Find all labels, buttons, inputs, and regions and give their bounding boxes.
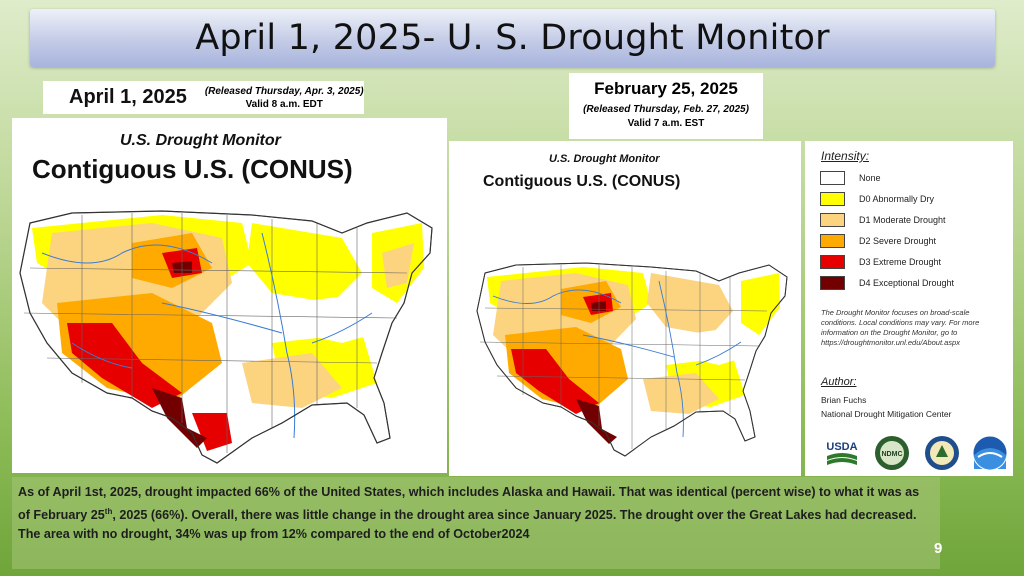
author-org: National Drought Mitigation Center [821, 409, 952, 419]
april-drought-map: U.S. Drought Monitor Contiguous U.S. (CO… [12, 118, 447, 473]
author-name: Brian Fuchs [821, 395, 867, 405]
legend-swatch-d2 [820, 234, 845, 248]
left-monitor-label: U.S. Drought Monitor [120, 132, 281, 149]
legend-label: D2 Severe Drought [859, 236, 937, 246]
left-released: (Released Thursday, Apr. 3, 2025) [204, 85, 364, 97]
legend-heading: Intensity: [821, 149, 870, 163]
left-region-label: Contiguous U.S. (CONUS) [32, 154, 353, 184]
legend-panel: Intensity: None D0 Abnormally Dry D1 Mod… [805, 141, 1013, 476]
left-date-header: April 1, 2025 (Released Thursday, Apr. 3… [43, 81, 364, 114]
caption-superscript: th [104, 507, 113, 516]
legend-item-d1: D1 Moderate Drought [820, 212, 946, 228]
slide-title-bar: April 1, 2025- U. S. Drought Monitor [30, 9, 995, 67]
legend-swatch-d3 [820, 255, 845, 269]
summary-caption: As of April 1st, 2025, drought impacted … [12, 477, 940, 569]
legend-item-d4: D4 Exceptional Drought [820, 275, 954, 291]
legend-item-d3: D3 Extreme Drought [820, 254, 941, 270]
usda-seal-icon [923, 434, 961, 472]
left-valid: Valid 8 a.m. EDT [245, 98, 323, 110]
right-date-header: February 25, 2025 (Released Thursday, Fe… [569, 73, 763, 139]
legend-label: D0 Abnormally Dry [859, 194, 935, 204]
legend-swatch-d4 [820, 276, 845, 290]
legend-item-d2: D2 Severe Drought [820, 233, 936, 249]
legend-item-d0: D0 Abnormally Dry [820, 191, 934, 207]
legend-label: D4 Exceptional Drought [859, 278, 955, 288]
right-monitor-label: U.S. Drought Monitor [549, 153, 660, 165]
left-date: April 1, 2025 [69, 86, 187, 108]
caption-part-2: , 2025 (66%). Overall, there was little … [18, 508, 917, 542]
slide-title: April 1, 2025- U. S. Drought Monitor [195, 18, 830, 58]
legend-label: D3 Extreme Drought [859, 257, 942, 267]
ndmc-logo: NDMC [873, 434, 911, 472]
april-conus-map-graphic [19, 210, 433, 464]
february-conus-map-graphic [476, 262, 788, 457]
february-drought-map: U.S. Drought Monitor Contiguous U.S. (CO… [449, 141, 801, 476]
legend-item-none: None [820, 170, 881, 186]
right-released: (Released Thursday, Feb. 27, 2025) [583, 104, 749, 115]
legend-swatch-d1 [820, 213, 845, 227]
right-valid: Valid 7 a.m. EST [627, 118, 705, 129]
usda-logo-text: USDA [826, 441, 857, 453]
right-region-label: Contiguous U.S. (CONUS) [483, 173, 681, 190]
noaa-icon [971, 434, 1009, 472]
ndmc-logo-text: NDMC [882, 451, 903, 458]
legend-swatch-d0 [820, 192, 845, 206]
right-date: February 25, 2025 [594, 79, 738, 98]
legend-note: The Drought Monitor focuses on broad-sca… [821, 308, 980, 347]
caption-part-1: As of April 1st, 2025, drought impacted … [18, 485, 920, 523]
page-number: 9 [934, 540, 943, 557]
legend-label: D1 Moderate Drought [859, 215, 946, 225]
legend-swatch-none [820, 171, 845, 185]
usda-logo: USDA [823, 434, 861, 472]
author-heading: Author: [821, 376, 857, 388]
legend-label: None [859, 173, 881, 183]
